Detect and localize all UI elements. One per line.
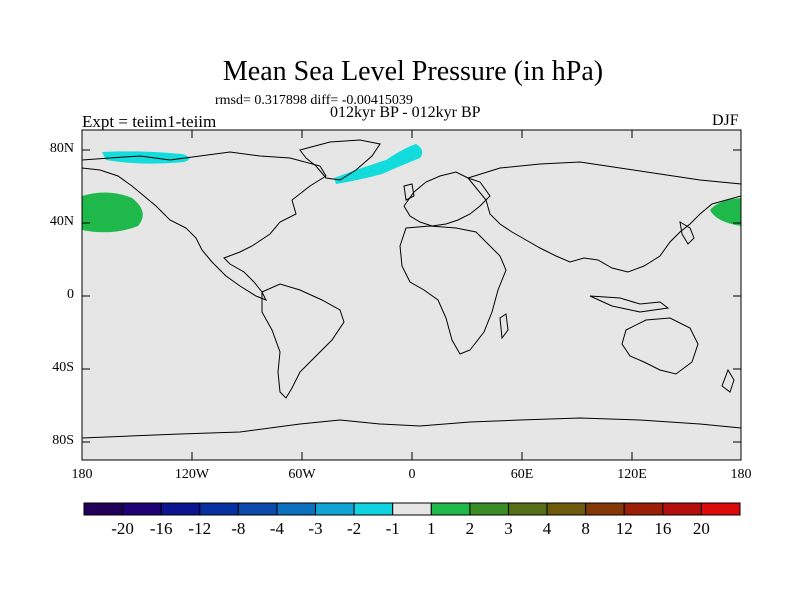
colorbar-label: 12 (615, 519, 633, 538)
colorbar-label: -3 (308, 519, 323, 538)
lon-tick-label: 180 (71, 467, 93, 482)
plot-title: Mean Sea Level Pressure (in hPa) (222, 56, 604, 87)
lon-tick-label: 120E (617, 467, 647, 482)
lat-tick-label: 40N (49, 214, 74, 229)
colorbar-label: 4 (542, 519, 552, 538)
colorbar-label: 1 (427, 519, 436, 538)
lon-tick-label: 60W (288, 467, 316, 482)
lat-tick-label: 80S (52, 433, 74, 448)
colorbar-label: 16 (654, 519, 672, 538)
experiment-label: Expt = teiim1-teiim (82, 112, 217, 131)
lon-tick-label: 60E (510, 467, 534, 482)
north-pacific-anomaly-east (710, 198, 741, 226)
map-background (82, 130, 741, 460)
lat-tick-label: 40S (52, 360, 74, 375)
madagascar-coastline (499, 313, 509, 340)
season-label: DJF (712, 112, 739, 129)
antarctica-coastline (81, 417, 742, 439)
asia-coastline (467, 161, 742, 273)
lat-tick-label: 80N (49, 141, 74, 156)
lat-tick-label: 0 (67, 287, 74, 302)
africa-coastline (399, 225, 507, 355)
greenland-coastline (299, 139, 381, 181)
colorbar-label: -20 (111, 519, 134, 538)
lon-tick-label: 0 (408, 467, 416, 482)
coastlines (81, 139, 742, 439)
colorbar-label: -16 (149, 519, 173, 538)
colorbar-label: -4 (269, 519, 285, 538)
colorbar-label: 3 (504, 519, 513, 538)
north-pacific-anomaly (82, 192, 143, 233)
north-america-coastline (81, 151, 327, 301)
colorbar-label: -1 (385, 519, 400, 538)
uk-coastline (403, 183, 415, 201)
japan-coastline (679, 221, 695, 245)
plot-subtitle: 012kyr BP - 012kyr BP (330, 104, 481, 121)
lon-tick-label: 180 (730, 467, 752, 482)
colorbar-label: 20 (692, 519, 710, 538)
new-zealand-coastline (721, 368, 735, 393)
lon-tick-label: 120W (174, 467, 210, 482)
statistics-text: rmsd= 0.317898 diff= -0.00415039 (215, 93, 413, 108)
australia-coastline (621, 317, 699, 375)
colorbar-label: 8 (581, 519, 590, 538)
colorbar-label: -2 (347, 519, 362, 538)
south-america-coastline (261, 283, 345, 399)
colorbar-label: 2 (465, 519, 475, 538)
colorbar-label: -8 (231, 519, 246, 538)
indonesia-coastline (589, 295, 670, 313)
colorbar-label: -12 (188, 519, 212, 538)
europe-coastline (403, 171, 491, 227)
arctic-greenland-anomaly (334, 144, 423, 184)
arctic-canada-anomaly (102, 151, 190, 164)
tick-marks (82, 130, 741, 460)
